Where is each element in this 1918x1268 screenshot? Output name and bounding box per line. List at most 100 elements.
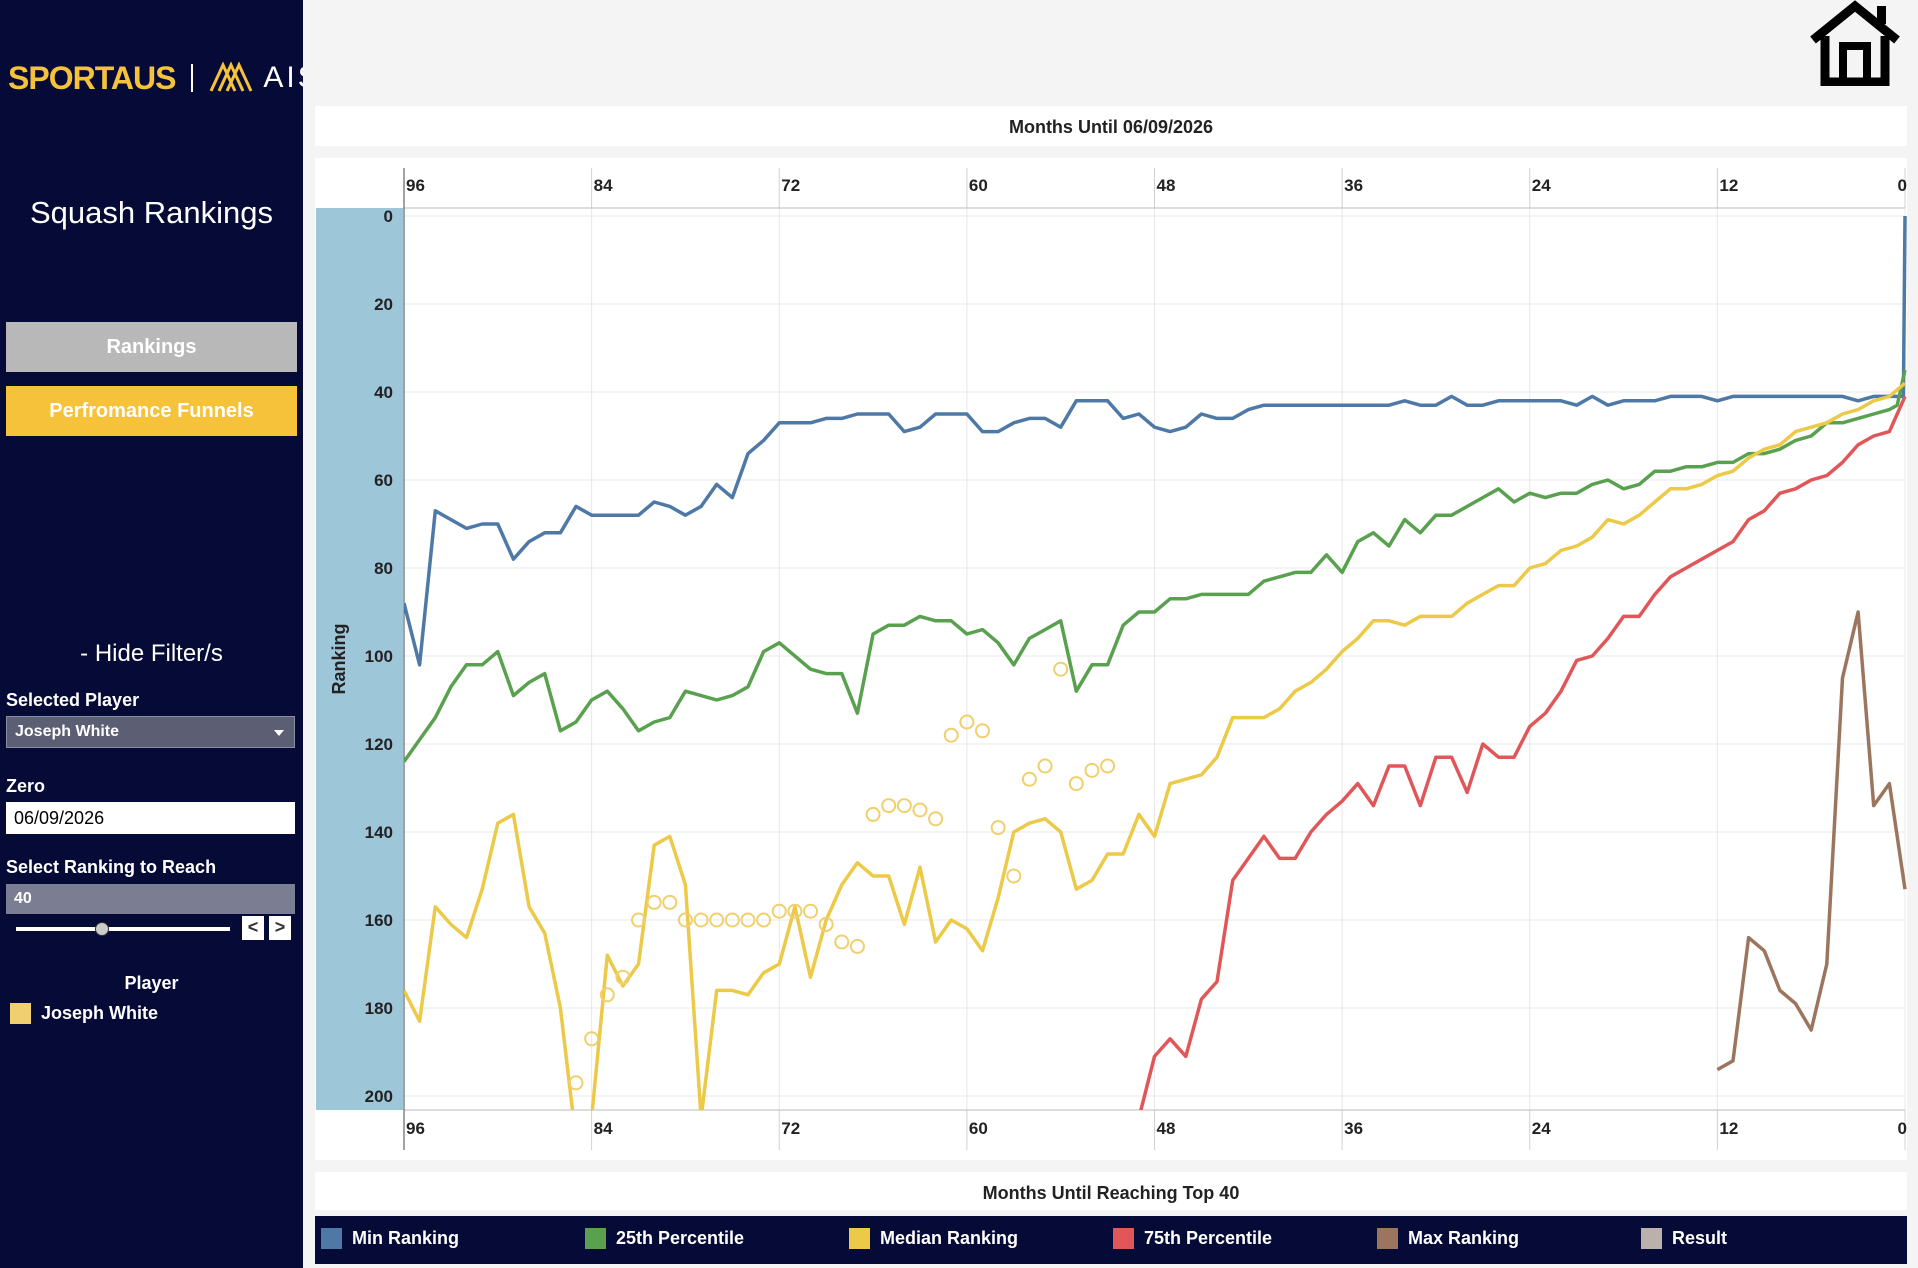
player-ranking-point [568,1075,584,1091]
y-tick-label: 80 [374,559,393,578]
player-ranking-point [1068,776,1084,792]
player-select[interactable]: Joseph White [6,716,295,748]
x-tick-label-bottom: 84 [594,1119,613,1138]
legend-item-median-ranking[interactable]: Median Ranking [849,1228,1018,1249]
player-ranking-point [943,727,959,743]
player-ranking-point [756,912,772,928]
player-ranking-point [724,912,740,928]
axis-ticks: 9696848472726060484836362424121200020406… [365,176,1907,1138]
legend-swatch [585,1228,606,1249]
player-ranking-point [1084,762,1100,778]
logo-divider [191,64,194,92]
rank-prev-button[interactable]: < [242,916,264,940]
player-ranking-point [693,912,709,928]
player-ranking-point [615,969,631,985]
player-ranking-point [646,894,662,910]
ais-mark-icon [210,61,253,92]
player-ranking-point [599,987,615,1003]
series-legend: Min Ranking 25th Percentile Median Ranking… [315,1216,1907,1264]
x-tick-label-top: 60 [969,176,988,195]
y-tick-label: 180 [365,999,393,1018]
legend-item-75th-percentile[interactable]: 75th Percentile [1113,1228,1272,1249]
legend-swatch [849,1228,870,1249]
x-axis-title-bar [315,1172,1907,1210]
chevron-down-icon [274,730,284,736]
legend-label: 25th Percentile [616,1228,745,1248]
player-ranking-point [990,820,1006,836]
x-tick-label-bottom: 60 [969,1119,988,1138]
player-ranking-point [959,714,975,730]
x-tick-label-bottom: 72 [781,1119,800,1138]
player-ranking-point [912,802,928,818]
player-points [568,661,1116,1091]
y-tick-label: 160 [365,911,393,930]
y-tick-label: 40 [374,383,393,402]
legend-label: Median Ranking [880,1228,1019,1248]
y-tick-label: 20 [374,295,393,314]
player-legend-item[interactable]: Joseph White [10,1003,158,1024]
y-tick-label: 120 [365,735,393,754]
funnel-chart: Months Until 06/09/2026 Ranking 96 96 84 84… [315,106,1907,1210]
x-tick-label-top: 72 [781,176,800,195]
player-ranking-point [834,934,850,950]
zero-date-input[interactable] [6,802,295,834]
legend-label: Min Ranking [352,1228,459,1248]
x-axis-title: Months Until Reaching Top 40 [983,1183,1240,1203]
player-legend-title: Player [124,973,179,993]
rank-slider-handle[interactable] [95,922,109,936]
player-ranking-point [881,798,897,814]
home-icon[interactable] [1805,0,1905,86]
legend-item-min-ranking[interactable]: Min Ranking [321,1228,459,1249]
player-ranking-point [662,894,678,910]
player-ranking-point [709,912,725,928]
performance-funnels-button[interactable]: Perfromance Funnels [6,386,297,436]
x-tick-label-top: 96 [406,176,425,195]
x-tick-label-bottom: 0 [1898,1119,1907,1138]
player-ranking-point [928,811,944,827]
legend-swatch [321,1228,342,1249]
player-ranking-point [771,903,787,919]
y-tick-label: 60 [374,471,393,490]
rankings-button[interactable]: Rankings [6,322,297,372]
hide-filters-toggle[interactable]: - Hide Filter/s [80,640,223,667]
x-tick-label-bottom: 24 [1532,1119,1551,1138]
player-ranking-point [1100,758,1116,774]
series-lines [404,215,1907,1110]
player-ranking-point [896,798,912,814]
rank-next-button[interactable]: > [269,916,291,940]
rank-to-reach-value: 40 [6,884,295,914]
legend-item-25th-percentile[interactable]: 25th Percentile [585,1228,744,1249]
legend-label: Max Ranking [1408,1228,1520,1248]
legend-swatch [1113,1228,1134,1249]
player-ranking-point [865,806,881,822]
legend-item-result[interactable]: Result [1641,1228,1727,1249]
brand-logo: SPORTAUS AIS [8,58,321,98]
player-ranking-point [677,912,693,928]
player-ranking-point [1037,758,1053,774]
chart-title-bar [315,106,1907,146]
x-tick-label-top: 48 [1157,176,1176,195]
player-ranking-point [584,1031,600,1047]
series-line-min-ranking [404,215,1907,667]
x-tick-label-bottom: 48 [1157,1119,1176,1138]
player-ranking-point [631,912,647,928]
rank-slider-track[interactable] [16,927,230,931]
x-tick-label-top: 36 [1344,176,1363,195]
sportaus-logo-text: SPORTAUS [8,59,176,96]
legend-item-max-ranking[interactable]: Max Ranking [1377,1228,1519,1249]
x-tick-label-top: 24 [1532,176,1551,195]
y-tick-label: 200 [365,1087,393,1106]
y-tick-label: 0 [384,207,393,226]
legend-label: Result [1672,1228,1728,1248]
player-ranking-point [740,912,756,928]
legend-label: 75th Percentile [1144,1228,1273,1248]
sidebar: SPORTAUS AIS Squash Rankings Rankings Pe… [0,0,318,1268]
y-axis-title: Ranking [329,623,349,694]
y-tick-label: 140 [365,823,393,842]
x-tick-label-top: 12 [1719,176,1738,195]
series-line-75th-percentile [1139,395,1907,1110]
chart-title: Months Until 06/09/2026 [1009,117,1213,137]
player-ranking-point [1006,868,1022,884]
player-ranking-point [1053,661,1069,677]
series-line-median-ranking [404,381,1907,1110]
